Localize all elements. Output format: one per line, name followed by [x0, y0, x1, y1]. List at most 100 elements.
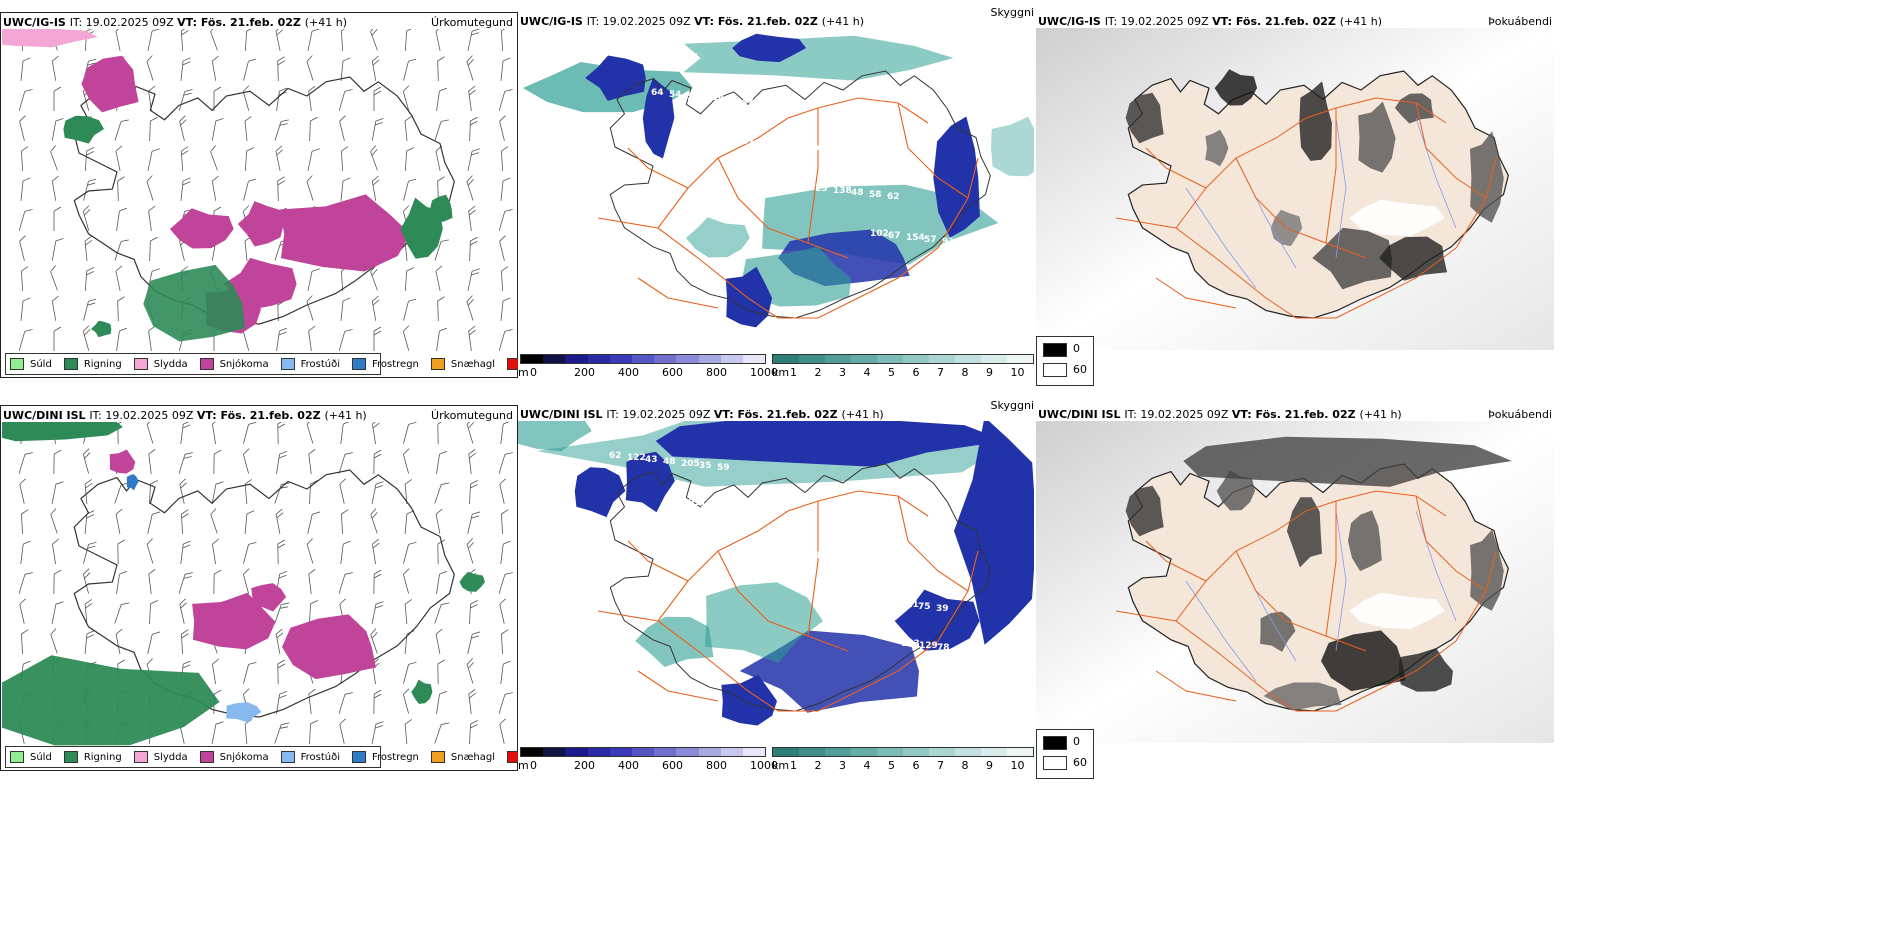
road [1415, 495, 1487, 592]
cloud-base-values: 6219117912711310212217931911712989437220… [589, 451, 1005, 708]
wind-barb [180, 422, 191, 444]
wind-barb [498, 692, 513, 714]
legend-swatch [133, 358, 148, 370]
visibility-tick: 1 [790, 759, 797, 772]
wind-barbs [18, 422, 513, 745]
colorbar-segment [698, 355, 721, 363]
wind-barb [115, 145, 123, 171]
wind-barb [404, 510, 415, 534]
legend-label: Snjókoma [219, 358, 269, 370]
legend-item: Frostregn [352, 358, 419, 370]
wind-barb [370, 628, 378, 654]
wind-barb [403, 661, 417, 684]
cloud-base-value: 154 [906, 233, 925, 243]
cloud-base-value: 103 [882, 598, 901, 608]
cloud-base-value: 72 [797, 182, 810, 192]
fog-index-map [1036, 421, 1554, 743]
cloud-base-value: 102 [974, 686, 993, 696]
wind-barb [180, 57, 191, 81]
colorbar-segment [773, 355, 799, 363]
wind-barb [403, 58, 417, 81]
vt-label: VT: [694, 15, 718, 28]
wind-barb [466, 175, 474, 201]
cloud-base-value: 48 [973, 647, 986, 657]
wind-barb [500, 422, 511, 444]
model-name: UWC/DINI ISL [520, 408, 607, 421]
fog-index-legend: 0 60 [1036, 729, 1094, 779]
fog-value-low: 0 [1073, 342, 1080, 355]
wind-barb [244, 29, 255, 52]
wind-barb [146, 55, 154, 81]
wind-barb [339, 718, 346, 744]
wind-barb [468, 688, 476, 714]
cloud-base-value: 51 [991, 649, 1004, 659]
vt-value: Fös. 21.feb. 02Z [1255, 408, 1360, 421]
wind-barb [308, 568, 316, 594]
model-name: UWC/IG-IS [3, 16, 70, 29]
wind-barb [340, 177, 351, 201]
cloud-base-tick: 400 [618, 759, 639, 772]
wind-barb [19, 115, 26, 141]
visibility-tick: 4 [863, 366, 871, 379]
legend-item: Súld [10, 358, 52, 370]
road-network [597, 97, 979, 319]
colorbar-segment [587, 748, 610, 756]
wind-barb [467, 631, 481, 654]
wind-barb [274, 119, 290, 141]
wind-barb [18, 572, 33, 594]
wind-barb [404, 719, 412, 744]
it-value: 19.02.2025 09Z [1120, 15, 1213, 28]
wind-barb [434, 239, 450, 261]
visibility-tick: 10 [1010, 366, 1025, 379]
wind-barb [147, 631, 161, 654]
legend-swatch [10, 358, 24, 370]
lead-time: (+41 h) [841, 408, 884, 421]
cloud-base-value: 64 [759, 100, 772, 110]
fog-patches [1125, 69, 1504, 290]
wind-barb [82, 205, 91, 231]
wind-barb [244, 116, 252, 141]
visibility-panel: UWC/IG-IS IT: 19.02.2025 09Z VT: Fös. 21… [518, 6, 1036, 379]
colorbar-segment [565, 355, 588, 363]
cloud-base-value: 94 [595, 284, 608, 294]
precip-type-panel: UWC/IG-IS IT: 19.02.2025 09Z VT: Fös. 21… [0, 12, 559, 378]
visibility-fields [518, 421, 1034, 726]
cloud-base-value: 349 [705, 94, 724, 104]
panel-header: UWC/IG-IS IT: 19.02.2025 09Z VT: Fös. 21… [1038, 15, 1382, 28]
wind-barb [466, 538, 475, 564]
wind-barb [212, 422, 219, 444]
wind-barb [50, 145, 58, 171]
wind-barb [371, 118, 384, 141]
precip-type-legend: Súld Rigning Slydda Snjókoma Frostúði Frostre… [5, 746, 559, 768]
vt-label: VT: [177, 16, 201, 29]
cloud-base-value: 122 [943, 276, 962, 286]
model-name: UWC/IG-IS [1038, 15, 1105, 28]
cloud-base-value: 89 [992, 688, 1005, 698]
wind-barb [53, 86, 62, 111]
wind-barb [180, 540, 191, 564]
road-network [1115, 97, 1497, 319]
panel-header: UWC/IG-IS IT: 19.02.2025 09Z VT: Fös. 21… [3, 16, 347, 29]
cloud-base-value: 249 [662, 698, 681, 708]
wind-barb [371, 481, 384, 504]
legend-label: Súld [30, 751, 52, 763]
wind-barb [274, 602, 290, 624]
colorbar-segment [676, 748, 699, 756]
wind-barb [20, 146, 29, 172]
colorbar-segment [877, 748, 903, 756]
cloud-base-value: 82 [650, 49, 663, 59]
cloud-base-value: 110 [754, 506, 773, 516]
wind-barb [307, 29, 320, 51]
wind-barb [274, 482, 290, 504]
wind-barb [19, 598, 26, 624]
cloud-base-unit: m [518, 366, 529, 379]
cloud-base-value: 102 [870, 229, 889, 239]
wind-barb [469, 600, 478, 625]
legend-item: Slydda [133, 751, 188, 763]
cloud-base-tick: 400 [618, 366, 639, 379]
wind-barb [469, 236, 478, 262]
cloud-base-value: 71 [809, 551, 822, 561]
wind-barb [149, 480, 158, 505]
fog-swatch-high [1043, 756, 1067, 770]
wind-barb [50, 265, 58, 291]
